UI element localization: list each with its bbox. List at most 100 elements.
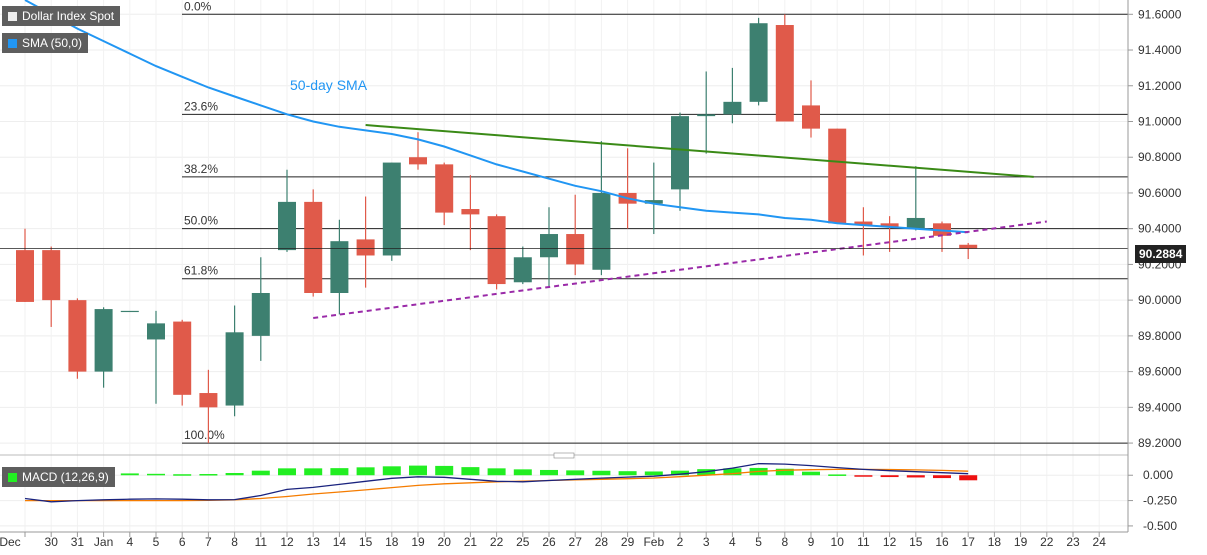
candle-body [435, 164, 454, 213]
macd-tick-label: -0.250 [1143, 494, 1177, 508]
x-tick-label: 13 [307, 535, 321, 549]
candle-body [16, 250, 34, 302]
x-tick-label: 2 [677, 535, 684, 549]
fib-label: 23.6% [184, 99, 218, 113]
sma-annotation: 50-day SMA [290, 77, 368, 93]
candle-body [42, 250, 61, 301]
macd-histogram-bar [147, 473, 165, 476]
y-tick-label: 91.4000 [1138, 43, 1182, 57]
time-axis: Dec 30 31 Jan 4 5 6 7 8 11 12 13 14 15 18 19 20 21 22 25 26 2… [0, 532, 1106, 549]
macd-histogram-bar [225, 473, 244, 476]
y-tick-label: 89.6000 [1138, 365, 1182, 379]
y-tick-label: 89.4000 [1138, 400, 1182, 414]
x-tick-label: 8 [231, 535, 238, 549]
candle-body [173, 321, 192, 395]
candle-body [356, 239, 375, 256]
main-panel-bg [0, 0, 1128, 452]
x-tick-label: 4 [126, 535, 133, 549]
x-tick-label: 28 [595, 535, 609, 549]
sma-badge[interactable]: SMA (50,0) [2, 33, 89, 53]
x-tick-label: 15 [359, 535, 373, 549]
candle-body [854, 221, 873, 226]
macd-histogram-bar [854, 475, 873, 477]
symbol-color-icon [8, 12, 17, 21]
x-tick-label: 18 [988, 535, 1002, 549]
macd-badge[interactable]: MACD (12,26,9) [2, 467, 115, 487]
fib-label: 61.8% [184, 264, 218, 278]
candle-body [382, 162, 401, 256]
macd-histogram-bar [644, 471, 663, 476]
x-tick-label: 22 [490, 535, 504, 549]
candle-body [566, 234, 585, 265]
x-tick-label: 19 [411, 535, 425, 549]
x-tick-label: 23 [1066, 535, 1080, 549]
candle-body [199, 393, 218, 408]
macd-histogram-bar [959, 475, 978, 481]
candle-body [120, 310, 139, 313]
x-tick-label: 31 [71, 535, 85, 549]
candle-body [409, 157, 427, 165]
x-tick-label: 17 [962, 535, 976, 549]
candle-body [723, 101, 742, 115]
macd-panel: 0.000 -0.250 -0.500 [0, 462, 1177, 533]
x-tick-label: 26 [542, 535, 556, 549]
y-tick-label: 90.6000 [1138, 186, 1182, 200]
x-tick-label: 8 [781, 535, 788, 549]
y-tick-label: 90.4000 [1138, 222, 1182, 236]
candle-body [828, 128, 847, 224]
macd-histogram-bar [592, 470, 611, 476]
candle-body [304, 201, 323, 293]
macd-histogram-bar [120, 473, 139, 476]
candle-body [959, 244, 978, 249]
trendlines [0, 124, 1128, 319]
candle-body [906, 217, 925, 229]
x-tick-label: 10 [831, 535, 845, 549]
candle-body [68, 300, 87, 372]
candle-body [880, 223, 899, 227]
macd-histogram-bar [566, 470, 585, 476]
price-axis: 91.6000 91.4000 91.2000 91.0000 90.8000 90.60… [1128, 7, 1182, 450]
x-tick-label: Feb [643, 535, 664, 549]
x-tick-label: 5 [755, 535, 762, 549]
fib-label: 38.2% [184, 162, 218, 176]
fib-label: 50.0% [184, 214, 218, 228]
x-tick-label: 22 [1040, 535, 1054, 549]
x-tick-label: 21 [464, 535, 478, 549]
macd-tick-label: -0.500 [1143, 519, 1177, 533]
x-tick-label: 15 [909, 535, 923, 549]
candle-body [278, 201, 296, 251]
macd-histogram-bar [330, 468, 349, 476]
x-tick-label: 4 [729, 535, 736, 549]
y-tick-label: 89.2000 [1138, 436, 1182, 450]
y-tick-label: 90.8000 [1138, 150, 1182, 164]
x-tick-label: 5 [153, 535, 160, 549]
macd-histogram-bar [513, 469, 532, 476]
fib-label: 0.0% [184, 0, 212, 13]
fib-label: 100.0% [184, 428, 225, 442]
macd-histogram-bar [251, 470, 270, 476]
candle-body [330, 241, 349, 293]
x-tick-label: 29 [621, 535, 635, 549]
panel-resize-handle[interactable] [553, 452, 575, 459]
x-tick-label: 11 [255, 535, 268, 549]
macd-histogram-bar [173, 474, 192, 476]
x-tick-label: 30 [45, 535, 59, 549]
candle-body [671, 116, 689, 190]
x-tick-label: 12 [280, 535, 294, 549]
x-tick-label: 20 [438, 535, 452, 549]
macd-histogram-bar [775, 468, 794, 476]
candle-body [697, 114, 716, 117]
macd-histogram-bar [435, 465, 454, 476]
x-tick-label: 9 [808, 535, 815, 549]
y-tick-label: 91.6000 [1138, 7, 1182, 21]
current-price-tag: 90.2884 [1135, 245, 1187, 263]
symbol-badge[interactable]: Dollar Index Spot [2, 6, 121, 26]
macd-histogram-bar [828, 474, 847, 476]
x-tick-label: 24 [1093, 535, 1107, 549]
x-tick-label: 6 [179, 535, 186, 549]
trendline-support [313, 220, 1047, 319]
macd-histogram-bar [278, 468, 296, 476]
macd-histogram-bar [723, 468, 742, 476]
candle-body [225, 332, 244, 406]
macd-histogram-bar [618, 471, 637, 476]
